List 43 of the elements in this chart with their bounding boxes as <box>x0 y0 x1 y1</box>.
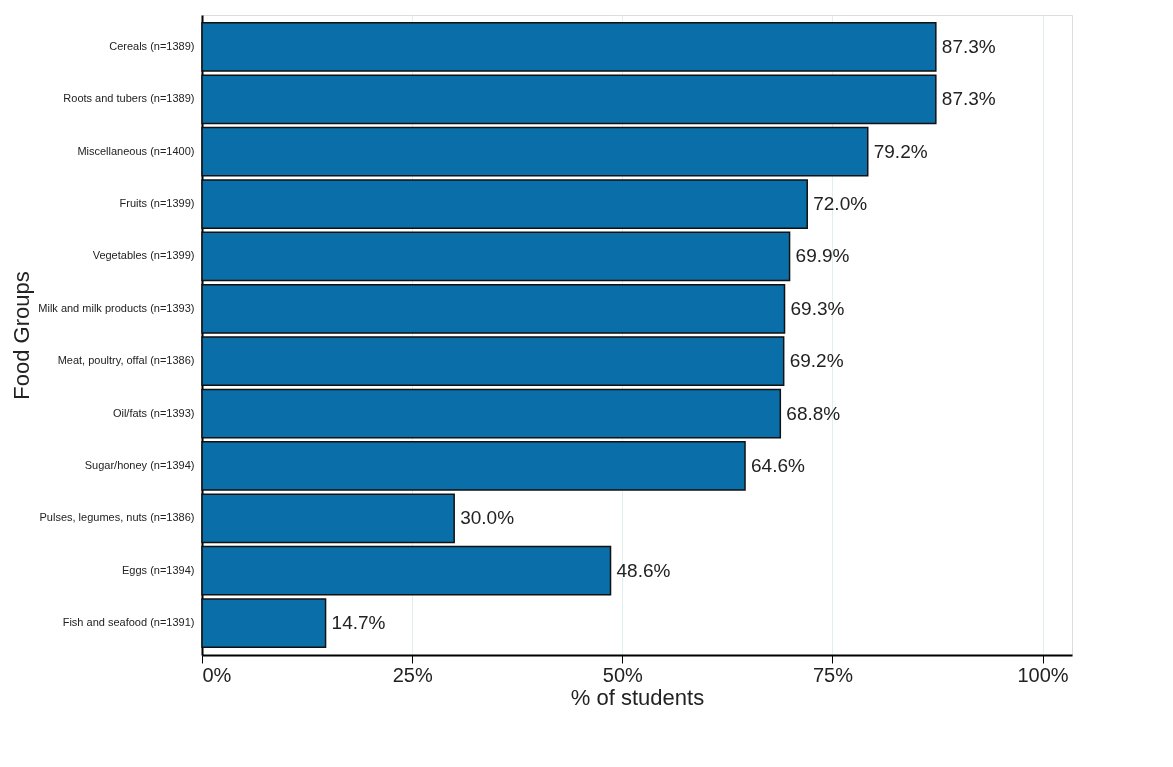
bar <box>201 231 791 282</box>
data-label: 14.7% <box>331 612 386 634</box>
data-label: 79.2% <box>873 140 928 162</box>
data-label: 30.0% <box>460 507 515 529</box>
x-tick-label: 50% <box>602 663 644 686</box>
data-label: 87.3% <box>941 88 996 110</box>
y-tick-label: Sugar/honey (n=1394) <box>84 458 195 471</box>
bar <box>201 74 937 125</box>
y-tick-label: Miscellaneous (n=1400) <box>77 144 195 157</box>
data-label: 64.6% <box>751 454 805 476</box>
data-label: 48.6% <box>616 559 671 581</box>
bar <box>201 126 869 177</box>
data-label: 87.3% <box>941 35 996 57</box>
bar <box>201 545 612 596</box>
y-tick-label: Milk and milk products (n=1393) <box>38 301 195 314</box>
bar <box>201 22 937 72</box>
bar <box>201 179 808 229</box>
x-tick-label: 25% <box>392 663 433 686</box>
y-tick-label: Roots and tubers (n=1389) <box>63 92 195 105</box>
x-tick-label: 0% <box>202 663 232 686</box>
y-tick-label: Cereals (n=1389) <box>109 39 195 52</box>
bar <box>201 388 782 439</box>
data-label: 69.3% <box>790 297 845 319</box>
y-tick-label: Fish and seafood (n=1391) <box>62 616 195 629</box>
bar <box>201 441 746 491</box>
bar <box>201 336 785 387</box>
bar <box>201 283 786 334</box>
x-axis-title: % of students <box>570 684 705 710</box>
y-tick-label: Fruits (n=1399) <box>119 197 195 210</box>
x-tick-label: 75% <box>812 663 854 686</box>
data-label: 68.8% <box>786 402 841 424</box>
bar <box>201 598 327 648</box>
y-tick-label: Meat, poultry, offal (n=1386) <box>57 354 195 367</box>
x-tick-label: 100% <box>1017 663 1069 686</box>
y-tick-label: Pulses, legumes, nuts (n=1386) <box>39 511 195 524</box>
data-label: 72.0% <box>813 193 868 215</box>
data-label: 69.2% <box>789 350 844 372</box>
y-tick-label: Eggs (n=1394) <box>122 563 195 576</box>
bar <box>201 493 455 544</box>
data-label: 69.9% <box>795 245 850 267</box>
y-axis-title: Food Groups <box>9 271 35 400</box>
y-tick-label: Oil/fats (n=1393) <box>112 406 195 419</box>
y-tick-label: Vegetables (n=1399) <box>92 249 195 262</box>
